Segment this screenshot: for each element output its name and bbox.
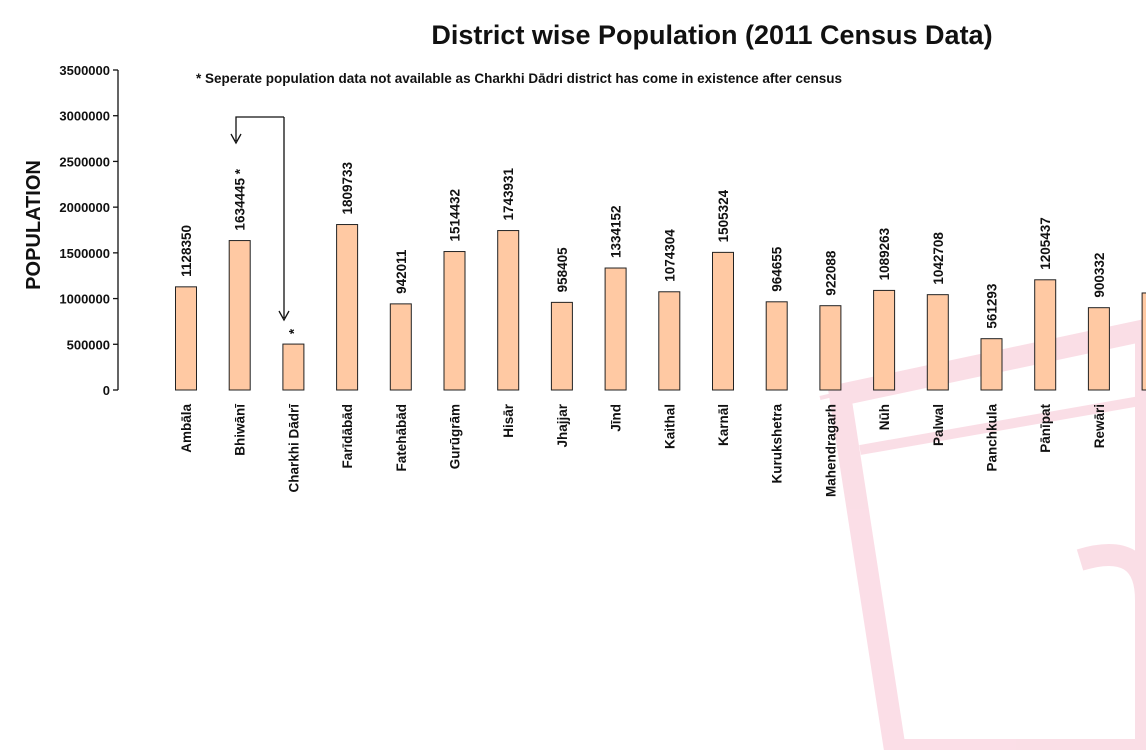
data-label: 942011: [394, 249, 409, 294]
bar: [980, 338, 1003, 391]
bar: [228, 240, 251, 391]
bar: [873, 289, 896, 391]
data-label: 1809733: [340, 161, 355, 214]
x-tick-label: Farīdābād: [340, 404, 355, 469]
bar: [336, 224, 359, 391]
bar: [765, 301, 788, 391]
data-label: 922088: [823, 250, 838, 296]
annotation-arrow: [230, 116, 290, 322]
bar: [389, 303, 412, 391]
x-tick-label: Jīnd: [609, 404, 624, 432]
bar: [658, 291, 681, 391]
bar: [1141, 292, 1146, 391]
y-axis: 0 500000 1000000 1500000 2000000 2500000 30000…: [59, 63, 119, 398]
y-tick-label: 1500000: [59, 246, 110, 261]
x-tick-label: Rewāri: [1092, 404, 1107, 448]
x-tick-label: Karnāl: [716, 404, 731, 446]
x-tick-label: Hisār: [501, 403, 516, 438]
data-label: 1042708: [931, 232, 946, 285]
bar: [604, 267, 627, 391]
data-label: *: [286, 328, 301, 334]
bar: [550, 301, 573, 391]
data-label: 1743931: [501, 168, 516, 221]
bars-group: [175, 224, 1146, 391]
x-tick-labels-group: Ambāla Bhiwānī Charkhi Dādrī Farīdābād Fateh…: [179, 403, 1146, 497]
data-label: 1514432: [448, 189, 463, 242]
data-label: 964655: [770, 246, 785, 292]
data-labels-group: 1128350 1634445 * * 1809733 942011 1514432 174…: [179, 161, 1146, 334]
y-tick-label: 0: [103, 383, 110, 398]
data-label: 1634445 *: [233, 168, 248, 230]
y-tick-label: 1000000: [59, 292, 110, 307]
y-tick-label: 3500000: [59, 63, 110, 78]
x-tick-label: Kaithal: [662, 404, 677, 449]
x-tick-label: Jhajjar: [555, 403, 570, 447]
x-tick-label: Bhiwānī: [233, 404, 248, 456]
chart-note: * Seperate population data not available…: [196, 71, 842, 86]
y-tick-label: 3000000: [59, 109, 110, 124]
bar: [712, 251, 734, 391]
data-label: 900332: [1092, 253, 1107, 298]
data-label: 1505324: [716, 189, 731, 242]
chart-title: District wise Population (2011 Census Da…: [431, 20, 992, 50]
bar: [1087, 307, 1110, 391]
bar: [443, 251, 466, 391]
x-tick-label: Panchkula: [985, 404, 1000, 472]
y-tick-label: 2000000: [59, 200, 110, 215]
data-label: 958405: [555, 247, 570, 293]
data-label: 1089263: [877, 227, 892, 280]
y-tick-label: 500000: [67, 337, 110, 352]
x-tick-label: Nūh: [877, 404, 892, 430]
data-label: 1205437: [1038, 217, 1053, 270]
x-tick-label: Mahendragarh: [823, 404, 838, 497]
x-tick-label: Fatehābād: [394, 404, 409, 472]
data-label: 1334152: [609, 205, 624, 258]
data-label: 1074304: [662, 229, 677, 282]
data-label: 1128350: [179, 225, 194, 277]
bar: [819, 305, 842, 391]
bar: [1034, 279, 1057, 391]
bar: [282, 343, 305, 391]
bar: [497, 230, 520, 391]
bar: [175, 286, 197, 391]
x-tick-label: Gurūgrām: [448, 404, 463, 469]
x-tick-label: Charkhi Dādrī: [286, 404, 301, 493]
data-label: 561293: [985, 283, 1000, 329]
x-tick-label: Kurukshetra: [770, 404, 785, 484]
x-tick-label: Ambāla: [179, 404, 194, 453]
x-tick-label: Palwal: [931, 404, 946, 446]
x-tick-label: Pānīpat: [1038, 404, 1053, 453]
y-axis-label: POPULATION: [23, 160, 45, 290]
y-tick-label: 2500000: [59, 154, 110, 169]
bar: [926, 294, 949, 391]
